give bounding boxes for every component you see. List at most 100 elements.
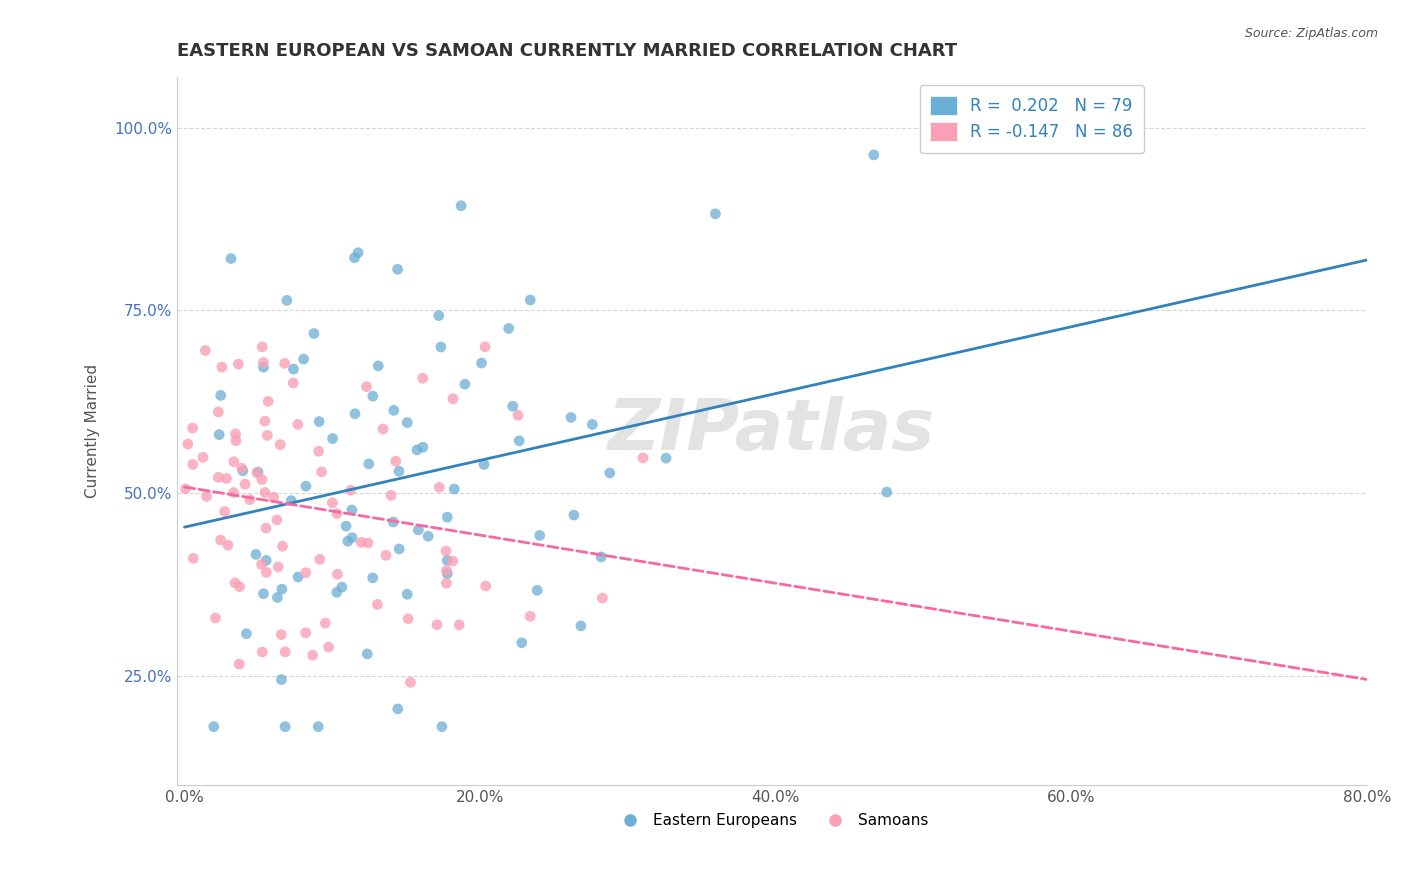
Point [508, 434, 530, 448]
Point [276, 293, 298, 308]
Point [526, 583, 548, 598]
Point [311, 465, 333, 479]
Point [257, 394, 280, 409]
Point [434, 576, 457, 591]
Point [426, 617, 449, 632]
Point [581, 417, 603, 432]
Point [250, 558, 273, 572]
Point [330, 580, 353, 594]
Point [254, 566, 277, 580]
Point [254, 553, 277, 567]
Point [207, 470, 229, 484]
Point [876, 485, 898, 500]
Point [271, 539, 294, 553]
Point [356, 647, 378, 661]
Point [356, 380, 378, 394]
Point [274, 645, 297, 659]
Point [498, 321, 520, 335]
Legend: Eastern Europeans, Samoans: Eastern Europeans, Samoans [609, 807, 935, 834]
Point [519, 293, 541, 307]
Point [308, 444, 330, 458]
Point [307, 720, 329, 734]
Point [253, 414, 276, 428]
Point [295, 479, 318, 493]
Point [454, 377, 477, 392]
Point [217, 538, 239, 552]
Text: EASTERN EUROPEAN VS SAMOAN CURRENTLY MARRIED CORRELATION CHART: EASTERN EUROPEAN VS SAMOAN CURRENTLY MAR… [177, 42, 957, 60]
Point [430, 340, 453, 354]
Point [470, 356, 492, 370]
Point [350, 535, 373, 549]
Point [474, 579, 496, 593]
Point [294, 625, 316, 640]
Point [287, 417, 309, 432]
Point [339, 483, 361, 498]
Point [280, 493, 302, 508]
Point [560, 410, 582, 425]
Point [510, 636, 533, 650]
Point [274, 720, 297, 734]
Point [519, 609, 541, 624]
Point [270, 582, 292, 596]
Point [591, 591, 613, 606]
Point [655, 451, 678, 466]
Point [191, 450, 214, 465]
Point [562, 508, 585, 522]
Point [374, 549, 396, 563]
Point [340, 531, 363, 545]
Point [222, 485, 245, 500]
Point [202, 720, 225, 734]
Point [347, 245, 370, 260]
Point [231, 461, 253, 475]
Point [326, 585, 349, 599]
Point [441, 554, 464, 568]
Point [384, 454, 406, 468]
Point [283, 376, 305, 390]
Point [215, 472, 238, 486]
Point [228, 657, 250, 672]
Point [204, 611, 226, 625]
Point [436, 553, 458, 567]
Point [396, 416, 419, 430]
Point [474, 340, 496, 354]
Point [233, 477, 256, 491]
Point [266, 513, 288, 527]
Point [250, 473, 273, 487]
Point [436, 566, 458, 581]
Point [209, 388, 232, 402]
Point [436, 564, 458, 578]
Point [174, 482, 197, 496]
Point [412, 371, 434, 385]
Point [343, 251, 366, 265]
Point [314, 616, 336, 631]
Point [361, 389, 384, 403]
Point [211, 360, 233, 375]
Point [224, 575, 246, 590]
Point [387, 262, 409, 277]
Point [266, 591, 288, 605]
Point [207, 405, 229, 419]
Point [412, 440, 434, 454]
Point [387, 702, 409, 716]
Point [246, 466, 269, 480]
Point [214, 504, 236, 518]
Point [427, 309, 450, 323]
Point [225, 427, 247, 442]
Point [449, 618, 471, 632]
Point [253, 485, 276, 500]
Point [396, 587, 419, 601]
Point [367, 359, 389, 373]
Point [371, 422, 394, 436]
Point [195, 490, 218, 504]
Point [194, 343, 217, 358]
Point [254, 521, 277, 535]
Point [256, 428, 278, 442]
Point [704, 207, 727, 221]
Point [287, 570, 309, 584]
Point [591, 549, 613, 564]
Point [228, 580, 250, 594]
Point [599, 466, 621, 480]
Point [252, 355, 274, 369]
Text: ZIPatlas: ZIPatlas [609, 396, 935, 466]
Point [321, 496, 343, 510]
